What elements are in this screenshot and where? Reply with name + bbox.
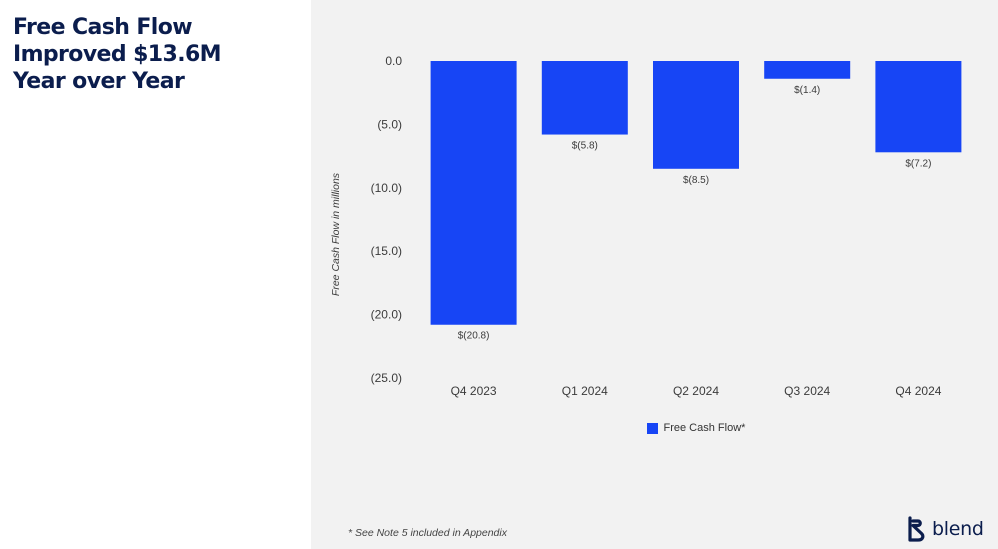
bar xyxy=(430,61,517,325)
left-panel: Free Cash Flow Improved $13.6M Year over… xyxy=(0,0,311,549)
blend-logo: blend xyxy=(907,516,984,542)
footnote: * See Note 5 included in Appendix xyxy=(348,527,507,539)
x-tick-label: Q3 2024 xyxy=(784,384,830,398)
y-tick-label: 0.0 xyxy=(385,54,402,68)
x-axis-labels: Q4 2023 Q1 2024 Q2 2024 Q3 2024 Q4 2024 xyxy=(451,384,942,398)
y-tick-label: (5.0) xyxy=(377,117,402,131)
y-axis-title: Free Cash Flow in millions xyxy=(330,172,342,296)
legend-label: Free Cash Flow* xyxy=(663,422,746,434)
x-tick-label: Q2 2024 xyxy=(673,384,719,398)
data-label: $(8.5) xyxy=(683,175,709,186)
bars-group xyxy=(430,61,962,325)
bar xyxy=(764,61,851,79)
y-axis-ticks: 0.0 (5.0) (10.0) (15.0) (20.0) (25.0) xyxy=(371,54,403,385)
title-line-1: Free Cash Flow xyxy=(13,15,193,40)
data-label: $(5.8) xyxy=(572,141,598,152)
bar xyxy=(541,61,628,135)
y-tick-label: (25.0) xyxy=(371,371,402,385)
blend-logo-icon xyxy=(908,516,925,542)
x-tick-label: Q4 2023 xyxy=(451,384,497,398)
chart-panel: 0.0 (5.0) (10.0) (15.0) (20.0) (25.0) $(20.8)… xyxy=(311,0,998,549)
y-tick-label: (15.0) xyxy=(371,244,402,258)
x-tick-label: Q1 2024 xyxy=(562,384,608,398)
data-label: $(20.8) xyxy=(458,331,490,342)
x-tick-label: Q4 2024 xyxy=(895,384,941,398)
title-line-3: Year over Year xyxy=(13,69,185,94)
bar xyxy=(875,61,962,153)
blend-logo-text: blend xyxy=(932,518,984,540)
data-label: $(1.4) xyxy=(794,85,820,96)
y-tick-label: (20.0) xyxy=(371,308,402,322)
data-label: $(7.2) xyxy=(905,158,931,169)
y-tick-label: (10.0) xyxy=(371,181,402,195)
title-line-2: Improved $13.6M xyxy=(13,42,222,67)
bar xyxy=(653,61,739,169)
page-title: Free Cash Flow Improved $13.6M Year over… xyxy=(13,14,303,95)
bar-chart: 0.0 (5.0) (10.0) (15.0) (20.0) (25.0) $(20.8)… xyxy=(330,54,962,398)
chart-legend: Free Cash Flow* xyxy=(646,422,746,434)
data-labels-group: $(20.8) $(5.8) $(8.5) $(1.4) $(7.2) xyxy=(458,85,932,342)
legend-swatch xyxy=(646,422,658,434)
